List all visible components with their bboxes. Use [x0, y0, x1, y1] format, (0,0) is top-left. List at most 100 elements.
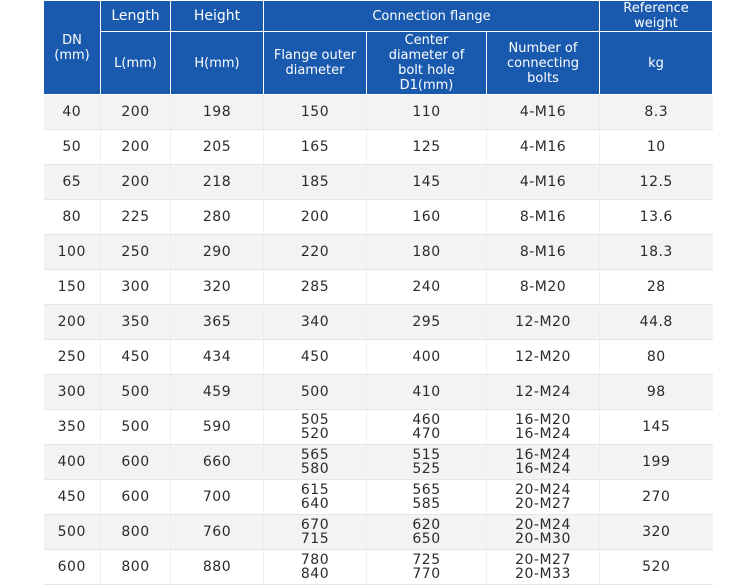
- cell-weight: 44.8: [599, 304, 713, 340]
- cell-weight: 199: [599, 444, 713, 480]
- cell-weight: 13.6: [599, 199, 713, 235]
- cell-flange-outer-diameter: 285: [263, 269, 367, 305]
- table-row: 600 800 880 780 840 725 770 20-M27 20-M33 520: [43, 549, 713, 585]
- header-length: Length: [100, 0, 171, 32]
- cell-dn: 400: [43, 444, 101, 480]
- cell-flange-outer-diameter: 220: [263, 234, 367, 270]
- cell-length: 200: [100, 94, 171, 130]
- cell-center-diameter-line: 180: [412, 244, 441, 260]
- table-row: 250 450 434 450 400 12-M20 80: [43, 339, 713, 375]
- cell-number-of-bolts: 16-M24 16-M24: [486, 444, 600, 480]
- cell-height: 700: [170, 479, 264, 515]
- cell-length: 225: [100, 199, 171, 235]
- cell-number-of-bolts-line: 16-M24: [515, 447, 571, 463]
- table-row: 50 200 205 165 125 4-M16 10: [43, 129, 713, 165]
- cell-flange-outer-diameter-line: 565: [300, 447, 330, 463]
- table-row: 100 250 290 220 180 8-M16 18.3: [43, 234, 713, 270]
- cell-flange-outer-diameter-line: 340: [300, 314, 330, 330]
- cell-dn: 40: [43, 94, 101, 130]
- cell-center-diameter-line: 400: [412, 349, 441, 365]
- cell-number-of-bolts-line: 8-M16: [519, 209, 567, 225]
- cell-number-of-bolts: 20-M24 20-M30: [486, 514, 600, 550]
- cell-dn: 500: [43, 514, 101, 550]
- cell-weight: 270: [599, 479, 713, 515]
- cell-height: 434: [170, 339, 264, 375]
- header-number-of-bolts-label: Number of connecting bolts: [507, 40, 579, 86]
- cell-height: 365: [170, 304, 264, 340]
- cell-dn: 200: [43, 304, 101, 340]
- cell-center-diameter-line: 650: [412, 531, 441, 547]
- cell-number-of-bolts-line: 8-M16: [519, 244, 567, 260]
- cell-weight: 28: [599, 269, 713, 305]
- cell-flange-outer-diameter: 150: [263, 94, 367, 130]
- cell-center-diameter-line: 145: [412, 174, 441, 190]
- cell-weight: 145: [599, 409, 713, 445]
- cell-number-of-bolts: 16-M20 16-M24: [486, 409, 600, 445]
- cell-dn: 50: [43, 129, 101, 165]
- cell-dn: 150: [43, 269, 101, 305]
- cell-center-diameter-line: 110: [412, 104, 441, 120]
- cell-dn: 450: [43, 479, 101, 515]
- cell-center-diameter: 460 470: [366, 409, 487, 445]
- cell-center-diameter: 295: [366, 304, 487, 340]
- cell-dn: 300: [43, 374, 101, 410]
- cell-center-diameter-line: 620: [412, 517, 441, 533]
- cell-number-of-bolts: 8-M16: [486, 234, 600, 270]
- cell-number-of-bolts: 12-M24: [486, 374, 600, 410]
- cell-center-diameter-line: 125: [412, 139, 441, 155]
- cell-flange-outer-diameter-line: 670: [300, 517, 330, 533]
- cell-flange-outer-diameter-line: 150: [300, 104, 330, 120]
- cell-height: 880: [170, 549, 264, 585]
- cell-center-diameter: 145: [366, 164, 487, 200]
- table-row: 350 500 590 505 520 460 470 16-M20 16-M24 145: [43, 409, 713, 445]
- cell-number-of-bolts: 8-M20: [486, 269, 600, 305]
- specification-table: DN (mm) Length Height Connection flange …: [43, 0, 713, 585]
- header-weight-unit: kg: [599, 31, 713, 95]
- cell-length: 800: [100, 549, 171, 585]
- cell-number-of-bolts-line: 4-M16: [519, 174, 567, 190]
- cell-length: 450: [100, 339, 171, 375]
- table-header: DN (mm) Length Height Connection flange …: [43, 0, 713, 95]
- cell-height: 320: [170, 269, 264, 305]
- cell-flange-outer-diameter-line: 640: [300, 496, 330, 512]
- cell-flange-outer-diameter: 185: [263, 164, 367, 200]
- cell-center-diameter-line: 295: [412, 314, 441, 330]
- cell-number-of-bolts: 12-M20: [486, 304, 600, 340]
- cell-flange-outer-diameter-line: 500: [300, 384, 330, 400]
- cell-number-of-bolts-line: 12-M20: [515, 314, 571, 330]
- header-flange-outer-diameter-label: Flange outer diameter: [273, 48, 357, 78]
- cell-flange-outer-diameter: 450: [263, 339, 367, 375]
- header-height: Height: [170, 0, 264, 32]
- cell-height: 280: [170, 199, 264, 235]
- table-row: 500 800 760 670 715 620 650 20-M24 20-M30 320: [43, 514, 713, 550]
- cell-center-diameter-line: 160: [412, 209, 441, 225]
- cell-center-diameter: 565 585: [366, 479, 487, 515]
- cell-center-diameter-line: 460: [412, 412, 441, 428]
- cell-length: 500: [100, 374, 171, 410]
- cell-flange-outer-diameter-line: 450: [300, 349, 330, 365]
- cell-number-of-bolts: 8-M16: [486, 199, 600, 235]
- table-body: 40 200 198 150 110 4-M16 8.3 50 200 205 165 125 4-M1…: [43, 94, 713, 585]
- cell-length: 800: [100, 514, 171, 550]
- header-connection-flange: Connection flange: [263, 0, 600, 32]
- cell-number-of-bolts-line: 20-M24: [515, 517, 571, 533]
- cell-dn: 600: [43, 549, 101, 585]
- cell-flange-outer-diameter-line: 220: [300, 244, 330, 260]
- cell-number-of-bolts: 20-M27 20-M33: [486, 549, 600, 585]
- header-number-of-bolts: Number of connecting bolts: [486, 31, 600, 95]
- cell-flange-outer-diameter: 340: [263, 304, 367, 340]
- table-row: 40 200 198 150 110 4-M16 8.3: [43, 94, 713, 130]
- cell-length: 250: [100, 234, 171, 270]
- cell-dn: 65: [43, 164, 101, 200]
- cell-weight: 8.3: [599, 94, 713, 130]
- cell-flange-outer-diameter-line: 185: [300, 174, 330, 190]
- cell-weight: 10: [599, 129, 713, 165]
- cell-flange-outer-diameter-line: 165: [300, 139, 330, 155]
- cell-center-diameter: 400: [366, 339, 487, 375]
- cell-center-diameter: 515 525: [366, 444, 487, 480]
- cell-number-of-bolts-line: 20-M27: [515, 496, 571, 512]
- cell-number-of-bolts-line: 8-M20: [519, 279, 567, 295]
- cell-dn: 100: [43, 234, 101, 270]
- cell-number-of-bolts-line: 12-M20: [515, 349, 571, 365]
- cell-number-of-bolts-line: 16-M24: [515, 426, 571, 442]
